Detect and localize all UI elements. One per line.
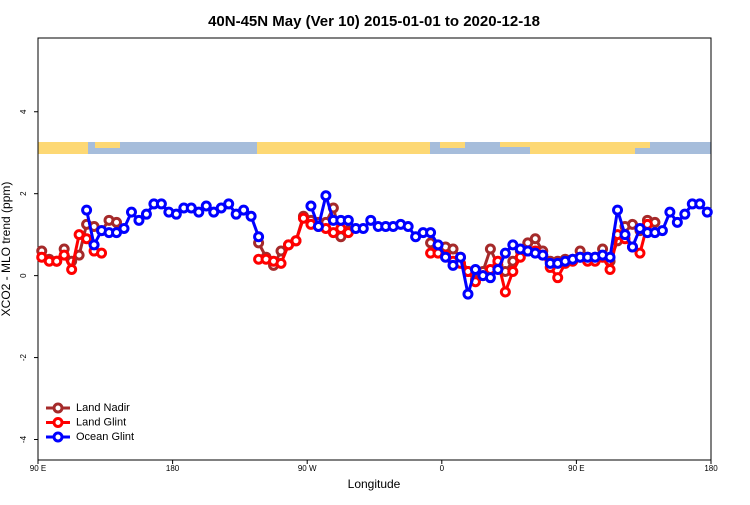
data-point (245, 210, 257, 222)
land-ocean-strip (38, 142, 711, 154)
x-tick-label: 90 W (298, 464, 317, 473)
data-point (402, 220, 414, 232)
y-tick-label: 0 (19, 273, 28, 278)
data-point (66, 263, 78, 275)
data-point (297, 212, 309, 224)
data-point (133, 214, 145, 226)
y-axis-label: XCO2 - MLO trend (ppm) (0, 182, 13, 317)
data-point (664, 206, 676, 218)
data-point (679, 208, 691, 220)
data-point (484, 243, 496, 255)
data-point (507, 266, 519, 278)
y-tick-label: -4 (19, 435, 28, 443)
data-point (193, 206, 205, 218)
data-point (492, 263, 504, 275)
x-tick-label: 90 E (568, 464, 584, 473)
data-point (125, 206, 137, 218)
legend-marker (52, 402, 64, 414)
data-point (155, 198, 167, 210)
data-point (537, 249, 549, 261)
legend-label: Land Glint (76, 416, 126, 428)
data-point (529, 233, 541, 245)
data-point (88, 239, 100, 251)
data-point (432, 239, 444, 251)
data-point (290, 235, 302, 247)
x-tick-label: 180 (704, 464, 718, 473)
data-point (440, 251, 452, 263)
data-point (140, 208, 152, 220)
data-point (499, 247, 511, 259)
data-point (604, 251, 616, 263)
data-point (81, 233, 93, 245)
y-tick-label: 4 (19, 109, 28, 114)
data-point (305, 200, 317, 212)
data-point (58, 249, 70, 261)
legend-label: Land Nadir (76, 402, 130, 414)
data-point (312, 220, 324, 232)
data-point (253, 231, 265, 243)
data-point (170, 208, 182, 220)
data-point (499, 286, 511, 298)
data-point (447, 243, 459, 255)
chart-title: 40N-45N May (Ver 10) 2015-01-01 to 2020-… (208, 13, 540, 30)
data-point (275, 257, 287, 269)
legend-marker (52, 417, 64, 428)
legend-marker (52, 431, 64, 443)
data-point (357, 223, 369, 235)
data-point (118, 223, 130, 235)
data-point (462, 288, 474, 300)
data-point (447, 259, 459, 271)
data-point (701, 206, 713, 218)
y-tick-label: -2 (19, 353, 28, 361)
data-point (612, 204, 624, 216)
data-point (342, 214, 354, 226)
data-point (604, 263, 616, 275)
data-point (200, 200, 212, 212)
data-point (619, 229, 631, 241)
data-point (671, 216, 683, 228)
data-point (626, 241, 638, 253)
data-point (81, 204, 93, 216)
data-point (320, 190, 332, 202)
data-point (51, 255, 63, 267)
data-point (111, 216, 123, 228)
y-tick-label: 2 (19, 191, 28, 196)
data-point (365, 214, 377, 226)
data-point (634, 247, 646, 259)
x-tick-label: 180 (166, 464, 180, 473)
data-point (469, 263, 481, 275)
data-point (96, 247, 108, 259)
data-point (425, 227, 437, 239)
x-axis-label: Longitude (348, 477, 401, 491)
data-point (694, 198, 706, 210)
data-point (223, 198, 235, 210)
data-point (484, 272, 496, 284)
data-point (238, 204, 250, 216)
legend-label: Ocean Glint (76, 431, 134, 443)
x-tick-label: 0 (440, 464, 445, 473)
data-point (552, 272, 564, 284)
x-tick-label: 90 E (30, 464, 46, 473)
data-point (454, 251, 466, 263)
data-point (656, 225, 668, 237)
